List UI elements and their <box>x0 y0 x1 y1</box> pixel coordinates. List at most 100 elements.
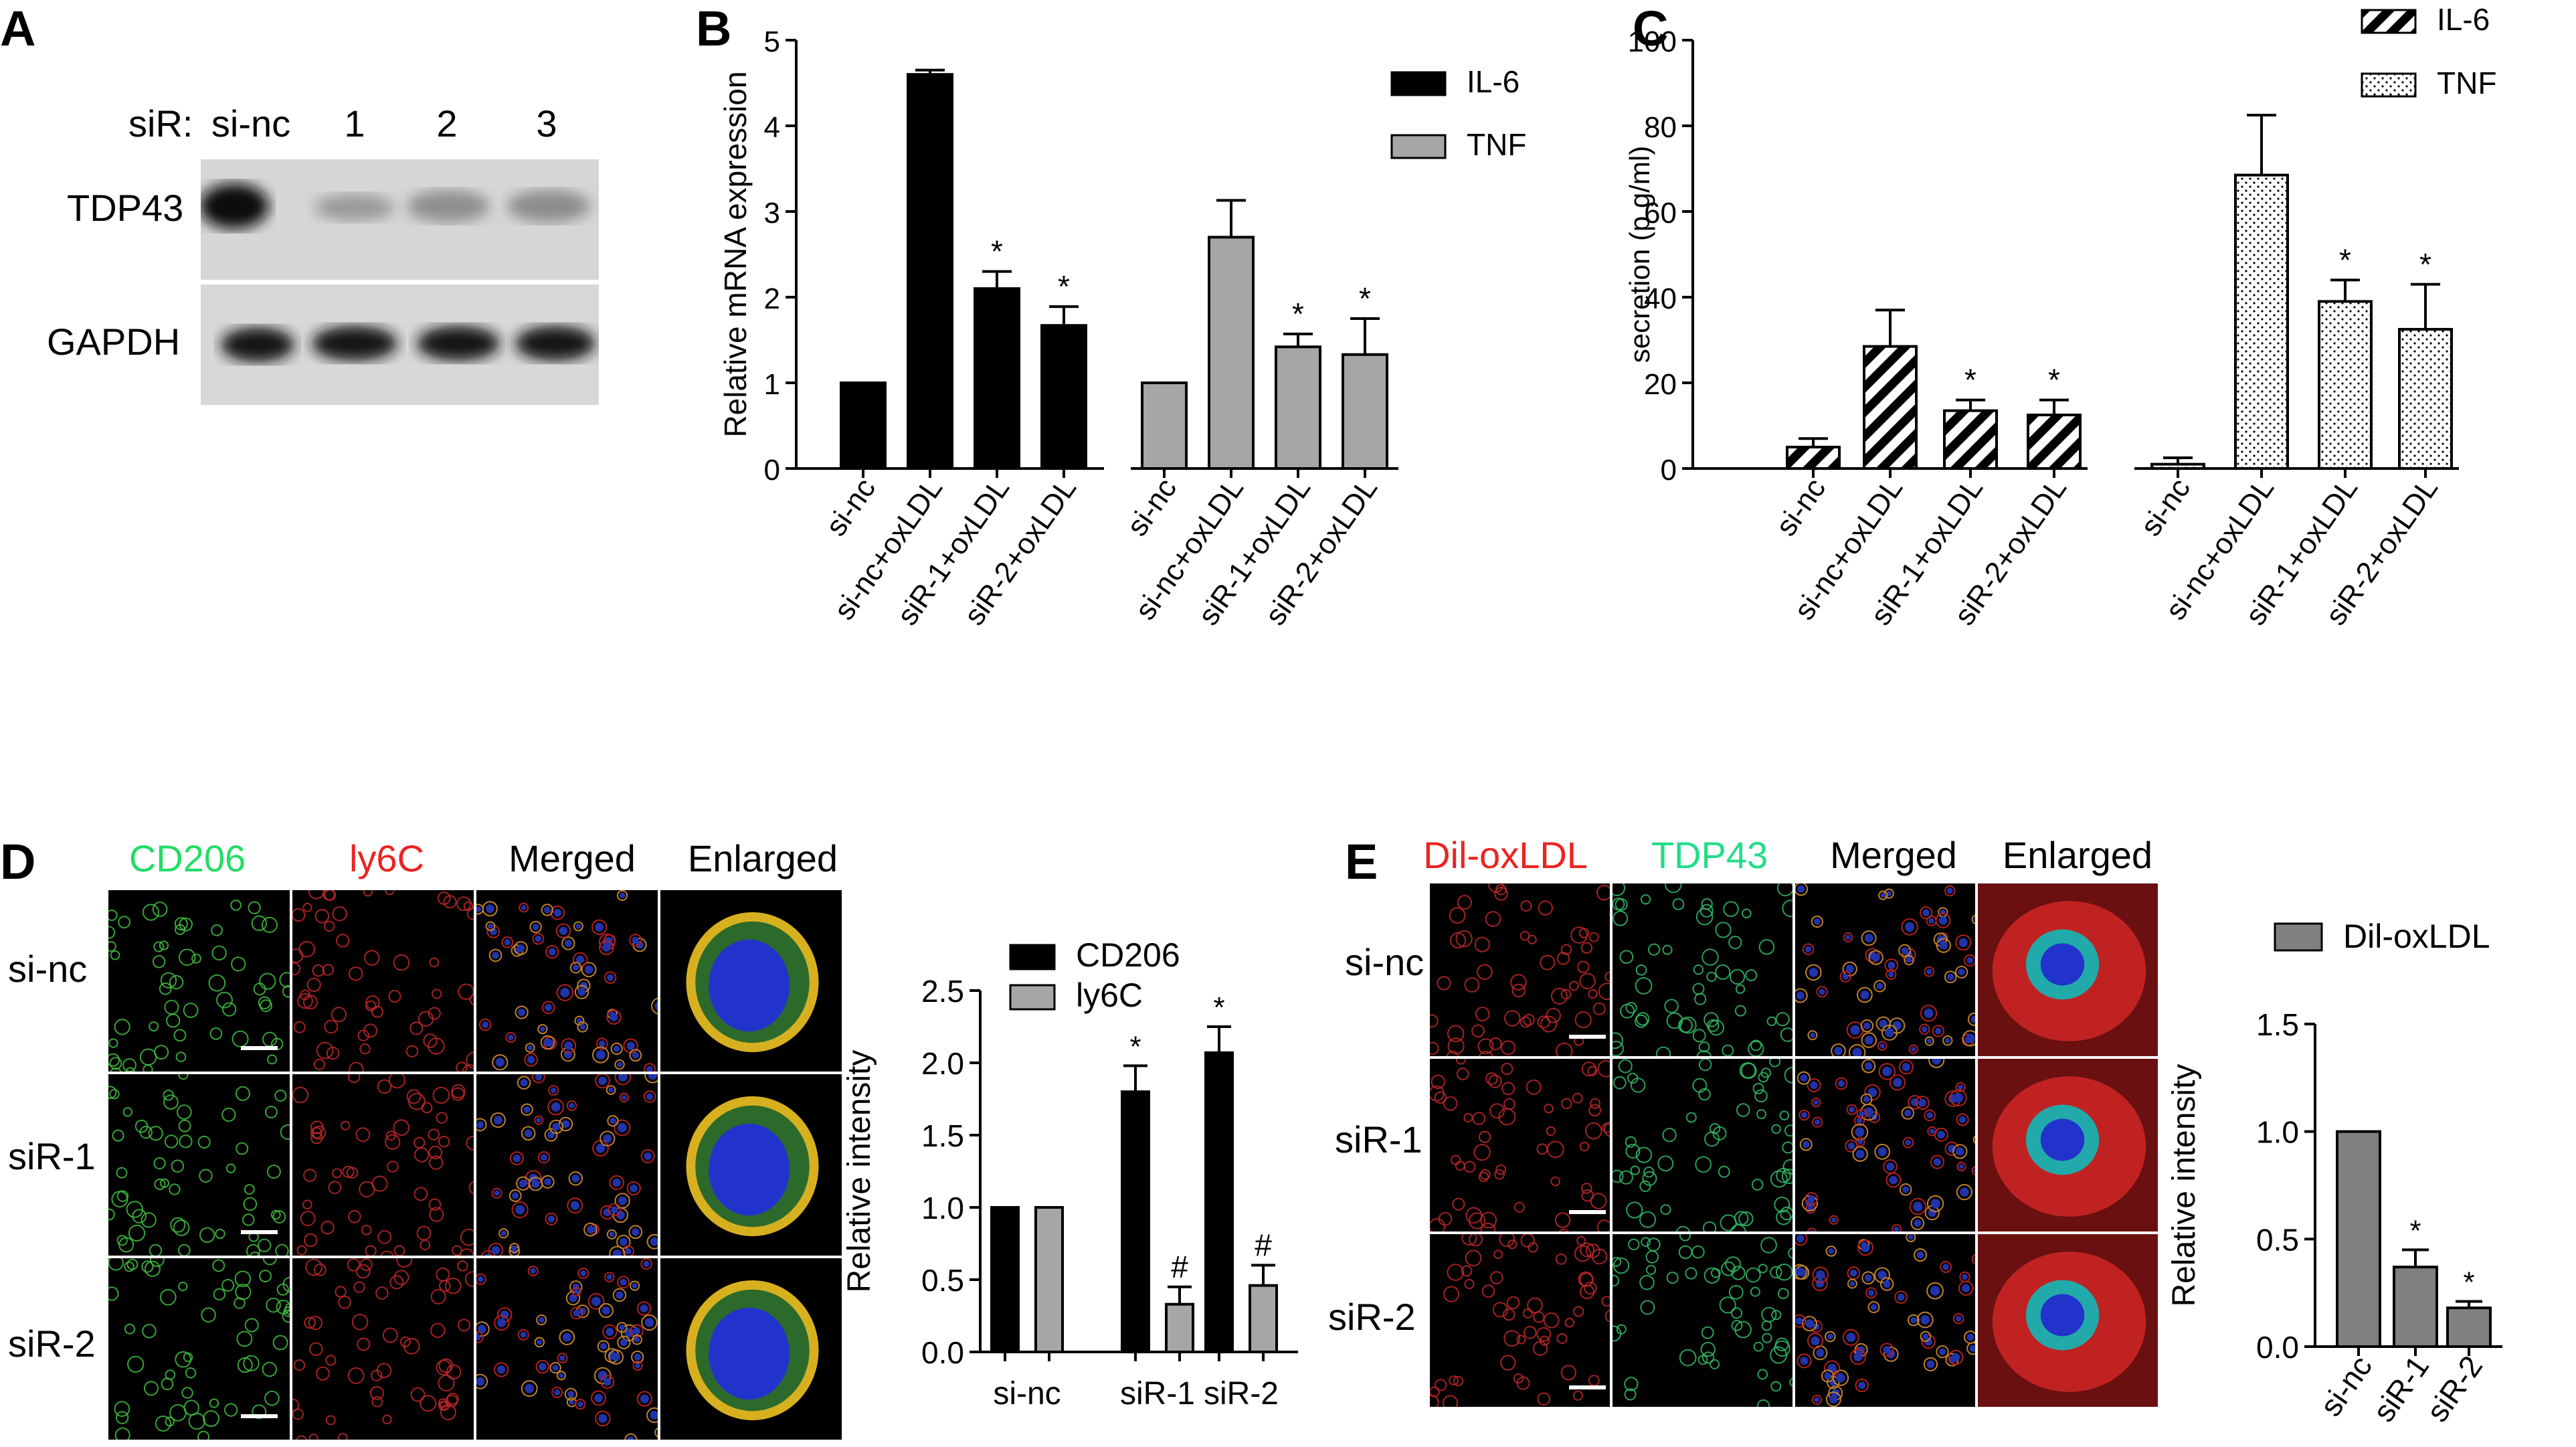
bar <box>2318 300 2373 470</box>
panel-e-micrograph <box>1429 1057 1611 1233</box>
significance-mark: * <box>1964 363 1976 398</box>
panel-e-micrograph <box>1794 1233 1976 1408</box>
scale-bar <box>241 1414 278 1418</box>
panel-e-row-label: siR-1 <box>1335 1118 1422 1161</box>
legend-swatch <box>1390 71 1447 96</box>
y-tick-label: 40 <box>1644 282 1677 315</box>
bar <box>1165 1302 1194 1353</box>
x-tick-label: si-nc <box>993 1376 1061 1412</box>
panel-e-row-label: siR-2 <box>1328 1296 1416 1338</box>
legend-swatch <box>1390 134 1447 159</box>
y-tick-label: 100 <box>1628 25 1677 58</box>
panel-e-micrograph <box>1976 1057 2159 1233</box>
bar <box>1275 345 1321 470</box>
y-tick-label: 80 <box>1644 111 1677 144</box>
significance-mark: * <box>2463 1266 2474 1299</box>
legend-swatch <box>2274 922 2323 952</box>
legend-label: TNF <box>2437 66 2496 100</box>
significance-mark: * <box>2409 1214 2421 1247</box>
panel-e-col-label: Merged <box>1830 834 1957 876</box>
legend-label: IL-6 <box>1467 64 1520 99</box>
x-tick-label: si-nc <box>820 473 882 542</box>
panel-e-micrograph <box>1976 882 2159 1057</box>
significance-mark: * <box>1292 296 1304 331</box>
legend-label: TNF <box>1467 127 1526 162</box>
panel-a-letter: A <box>0 1 36 56</box>
panel-d-col-label: Merged <box>509 837 636 879</box>
panel-d-micrograph <box>659 1073 843 1257</box>
wb-tdp43-bands <box>199 159 599 280</box>
y-tick-label: 0.0 <box>921 1335 964 1370</box>
x-tick-label: si-nc <box>2313 1349 2379 1422</box>
chart-b: 0 1 2 3 4 5 Relative mRNA expression * * * * si-nc s… <box>718 25 1526 631</box>
panel-d-micrograph <box>475 1073 659 1257</box>
wb-gapdh-blot <box>201 284 599 405</box>
panel-d-micrograph <box>107 1257 291 1441</box>
panel-d-row-label: si-nc <box>8 948 88 990</box>
y-tick-label: 0 <box>1661 454 1677 487</box>
wb-tdp43-blot <box>199 159 599 280</box>
legend-label: Dil-oxLDL <box>2343 918 2490 955</box>
y-axis-label: Relative intensity <box>842 1050 877 1293</box>
y-tick-label: 0 <box>764 454 780 487</box>
panel-d-col-label: CD206 <box>128 837 246 879</box>
panel-e-micrograph <box>1611 882 1794 1057</box>
bar <box>1943 409 1998 470</box>
significance-mark: * <box>991 234 1003 269</box>
panel-d-micrograph <box>107 889 291 1073</box>
bar <box>1786 446 1841 470</box>
bar <box>2398 328 2453 470</box>
panel-d-micrograph <box>291 1257 475 1441</box>
y-tick-label: 0.0 <box>2256 1330 2299 1365</box>
scale-bar <box>241 1046 278 1050</box>
bar <box>1863 345 1918 470</box>
y-tick-label: 1.0 <box>921 1191 964 1225</box>
legend-label: ly6C <box>1076 976 1143 1014</box>
x-tick-label: si-nc <box>2134 473 2197 542</box>
panel-d-row-label: siR-2 <box>8 1323 96 1365</box>
panel-d-col-label: ly6C <box>349 837 425 879</box>
chart-d: 0.0 0.5 1.0 1.5 2.0 2.5 Relative intensity * * # #… <box>842 936 1298 1412</box>
y-tick-label: 1.5 <box>921 1118 964 1153</box>
bar <box>1342 353 1388 471</box>
significance-mark: * <box>2419 247 2431 282</box>
bar <box>2150 462 2205 470</box>
x-tick-label: si-nc <box>1121 473 1183 542</box>
panel-e-row-label: si-nc <box>1345 941 1424 983</box>
bar <box>1208 236 1255 470</box>
significance-mark: * <box>1129 1030 1141 1063</box>
panel-d-micrograph <box>659 1257 843 1441</box>
panel-d-micrograph <box>291 889 475 1073</box>
wb-lane-label: si-nc <box>211 102 291 145</box>
panel-d-micrograph <box>659 889 843 1073</box>
y-tick-label: 2 <box>764 282 780 315</box>
wb-row-label: GAPDH <box>47 321 181 363</box>
x-tick-label: si-nc <box>1770 473 1832 542</box>
bar <box>1204 1051 1234 1353</box>
bar <box>1141 381 1188 470</box>
y-tick-label: 4 <box>764 111 780 144</box>
bar <box>2336 1130 2381 1348</box>
significance-mark: # <box>1171 1250 1188 1284</box>
significance-mark: * <box>2339 242 2351 277</box>
bar <box>1249 1284 1278 1354</box>
bar <box>974 287 1020 470</box>
bar <box>990 1206 1020 1353</box>
y-axis-label: secretion (p g/ml) <box>1624 146 1655 363</box>
y-tick-label: 5 <box>764 25 780 58</box>
panel-e-micrograph <box>1976 1233 2159 1408</box>
panel-d-row-label: siR-1 <box>8 1135 96 1177</box>
significance-mark: * <box>1058 269 1070 304</box>
bar <box>1121 1090 1150 1353</box>
bar <box>907 73 953 470</box>
y-tick-label: 2.5 <box>921 974 964 1009</box>
y-tick-label: 0.5 <box>921 1263 964 1298</box>
y-tick-label: 0.5 <box>2256 1222 2299 1257</box>
legend-label: CD206 <box>1076 936 1180 974</box>
panel-e-col-label: Dil-oxLDL <box>1423 834 1588 876</box>
panel-e-col-label: Enlarged <box>2002 834 2153 876</box>
chart-c: 0 20 40 60 80 100 secretion (p g/ml) * * * * si-nc s… <box>1624 2 2496 631</box>
bar <box>2027 414 2082 470</box>
significance-mark: # <box>1255 1227 1272 1262</box>
